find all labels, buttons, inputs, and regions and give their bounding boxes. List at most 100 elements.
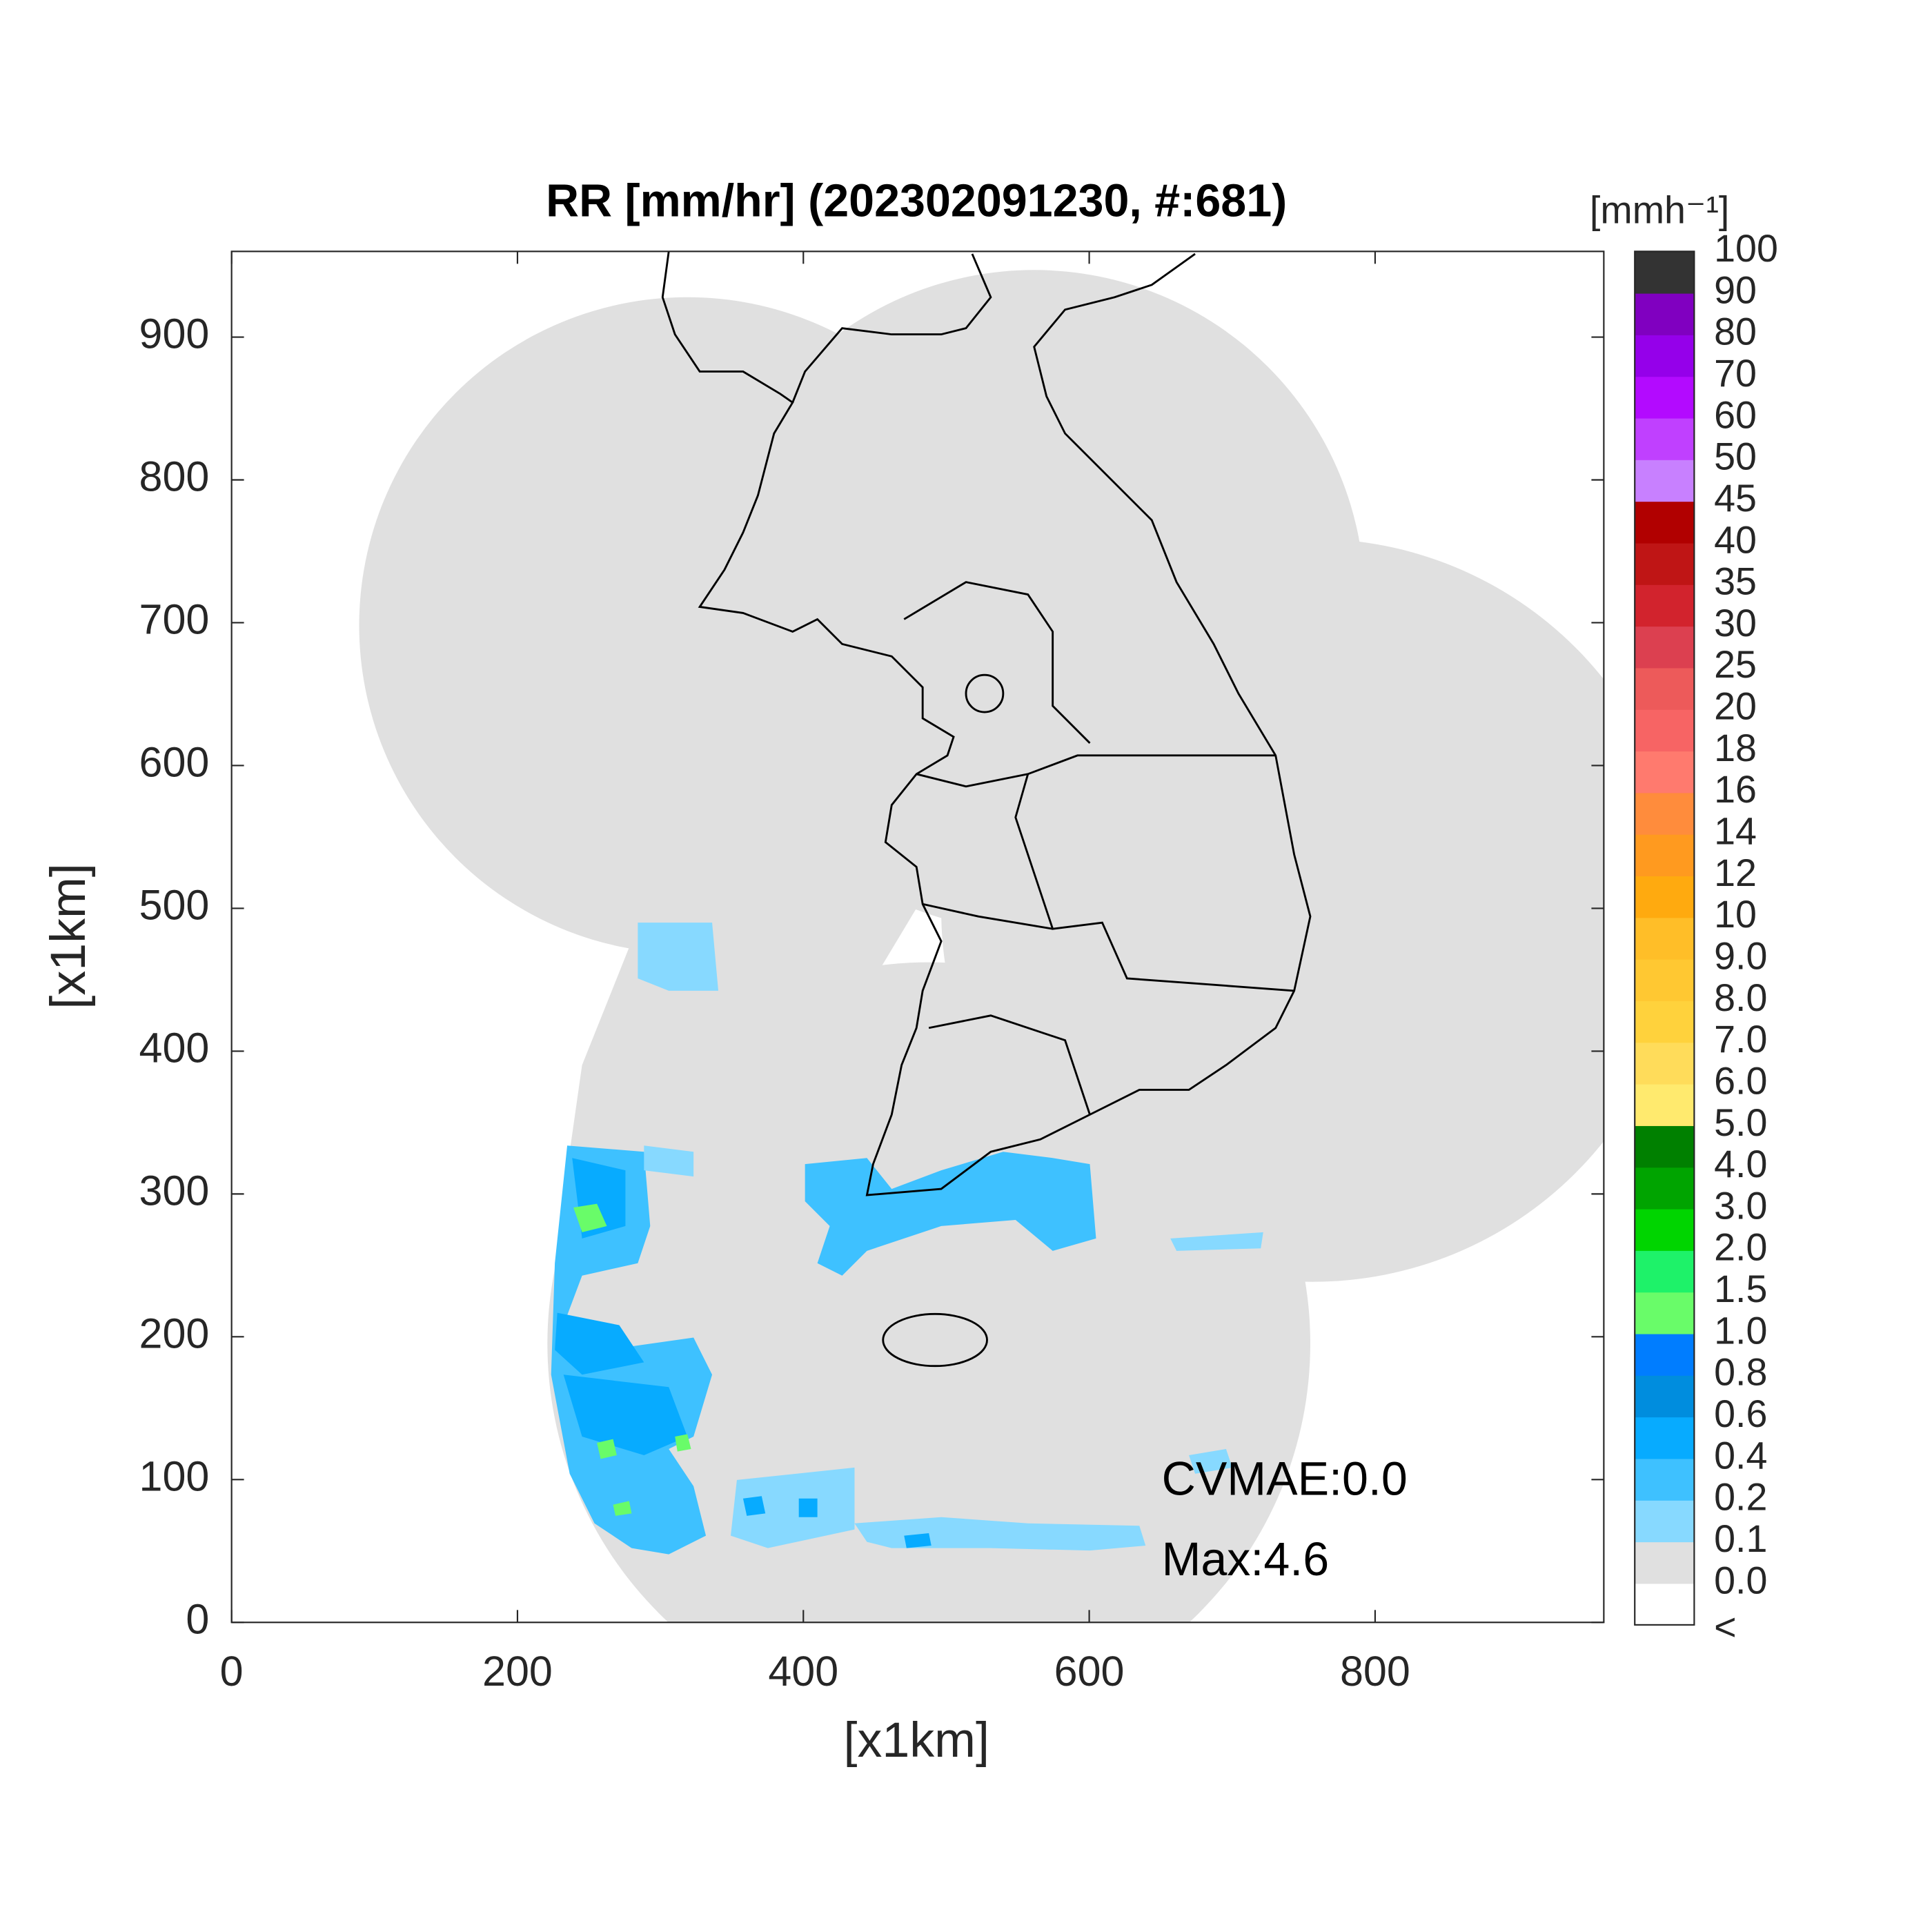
precip-area bbox=[742, 1496, 931, 1548]
colorbar-label: 60 bbox=[1714, 393, 1757, 436]
precip-area bbox=[730, 1232, 1263, 1551]
colorbar-label: 100 bbox=[1714, 227, 1778, 270]
colorbar-label: 14 bbox=[1714, 810, 1757, 853]
plot-frame bbox=[230, 250, 1605, 1624]
colorbar-label: 18 bbox=[1714, 727, 1757, 769]
colorbar-label: 90 bbox=[1714, 268, 1757, 311]
x-tick-label: 0 bbox=[220, 1648, 244, 1695]
y-tick-label: 400 bbox=[139, 1025, 210, 1072]
coastline bbox=[661, 251, 1312, 1368]
colorbar-segment bbox=[1635, 876, 1695, 918]
y-tick-label: 100 bbox=[139, 1452, 210, 1499]
y-tick-label: 0 bbox=[186, 1595, 209, 1642]
chart-title: RR [mm/hr] (202302091230, #:681) bbox=[546, 176, 1287, 227]
colorbar-segment bbox=[1635, 1333, 1695, 1376]
colorbar-segment bbox=[1635, 1125, 1695, 1168]
precip-area bbox=[805, 1152, 1096, 1276]
colorbar-label: 40 bbox=[1714, 518, 1757, 561]
colorbar-label: 1.5 bbox=[1714, 1268, 1767, 1310]
colorbar-title: [mmh⁻¹] bbox=[1590, 188, 1729, 231]
y-tick-label: 800 bbox=[139, 453, 210, 500]
colorbar-label: 70 bbox=[1714, 352, 1757, 395]
radar-fill bbox=[990, 693, 1313, 1276]
colorbar-segment bbox=[1635, 459, 1695, 502]
colorbar-label: 0.6 bbox=[1714, 1392, 1767, 1435]
border-line bbox=[791, 253, 992, 403]
y-tick-label: 700 bbox=[139, 596, 210, 643]
colorbar-segment bbox=[1635, 1374, 1695, 1418]
x-axis-label: [x1km] bbox=[844, 1713, 989, 1768]
border-line bbox=[903, 581, 1294, 1115]
colorbar-label: 0.2 bbox=[1714, 1476, 1767, 1519]
colorbar-label: 45 bbox=[1714, 477, 1757, 520]
map-area bbox=[359, 251, 1604, 1623]
x-tick-label: 800 bbox=[1340, 1648, 1410, 1695]
precipitation bbox=[551, 923, 1263, 1555]
colorbar-segment bbox=[1635, 1417, 1695, 1459]
colorbar-segment bbox=[1635, 626, 1695, 669]
colorbar-label: 25 bbox=[1714, 643, 1757, 686]
colorbar-segment bbox=[1635, 834, 1695, 877]
y-tick-label: 200 bbox=[139, 1310, 210, 1357]
coast-outline bbox=[661, 251, 1312, 1196]
y-axis-label: [x1km] bbox=[41, 863, 96, 1009]
colorbar-segment bbox=[1635, 1042, 1695, 1085]
colorbar-segment bbox=[1635, 917, 1695, 960]
colorbar-label: 0.1 bbox=[1714, 1517, 1767, 1560]
colorbar-segment bbox=[1635, 376, 1695, 419]
colorbar-segment bbox=[1635, 1208, 1695, 1251]
colorbar-label: 3.0 bbox=[1714, 1184, 1767, 1227]
annotation: CVMAE:0.0 bbox=[1162, 1452, 1408, 1505]
x-tick-label: 200 bbox=[482, 1648, 553, 1695]
colorbar-label: 1.0 bbox=[1714, 1309, 1767, 1352]
colorbar-segment bbox=[1635, 1458, 1695, 1501]
colorbar-label: 80 bbox=[1714, 310, 1757, 353]
colorbar-segment bbox=[1635, 958, 1695, 1001]
colorbar-label: 0.0 bbox=[1714, 1559, 1767, 1601]
colorbar-segment bbox=[1635, 293, 1695, 335]
y-tick-label: 500 bbox=[139, 882, 210, 929]
colorbar-label: 9.0 bbox=[1714, 934, 1767, 977]
colorbar-segment bbox=[1635, 584, 1695, 627]
colorbar-label: 8.0 bbox=[1714, 976, 1767, 1019]
colorbar-frame bbox=[1634, 250, 1695, 1626]
y-tick-label: 300 bbox=[139, 1167, 210, 1214]
colorbar-segment bbox=[1635, 542, 1695, 585]
x-tick-label: 600 bbox=[1054, 1648, 1125, 1695]
colorbar-label: 6.0 bbox=[1714, 1059, 1767, 1102]
y-tick-label: 900 bbox=[139, 310, 210, 357]
precip-area bbox=[638, 923, 719, 1177]
colorbar-segment bbox=[1635, 334, 1695, 377]
colorbar-label: 30 bbox=[1714, 602, 1757, 644]
colorbar-label: 0.4 bbox=[1714, 1434, 1767, 1477]
colorbar-segment bbox=[1635, 251, 1695, 294]
colorbar-segment bbox=[1635, 1499, 1695, 1543]
colorbar-label: < bbox=[1714, 1606, 1736, 1648]
colorbar-label: 2.0 bbox=[1714, 1226, 1767, 1269]
colorbar-label: 4.0 bbox=[1714, 1143, 1767, 1185]
y-tick-label: 600 bbox=[139, 739, 210, 786]
x-tick-label: 400 bbox=[768, 1648, 838, 1695]
colorbar-segment bbox=[1635, 1250, 1695, 1293]
colorbar-label: 50 bbox=[1714, 435, 1757, 478]
colorbar-label: 16 bbox=[1714, 768, 1757, 811]
colorbar-segment bbox=[1635, 417, 1695, 460]
colorbar-segment bbox=[1635, 792, 1695, 835]
colorbar-label: 35 bbox=[1714, 560, 1757, 603]
precip-area bbox=[555, 1158, 688, 1455]
colorbar-segment bbox=[1635, 1583, 1695, 1626]
colorbar-label: 12 bbox=[1714, 851, 1757, 894]
colorbar-segment bbox=[1635, 1292, 1695, 1334]
colorbar-label: 0.8 bbox=[1714, 1351, 1767, 1394]
border-line bbox=[965, 673, 1005, 713]
colorbar-segment bbox=[1635, 501, 1695, 544]
colorbar-segment bbox=[1635, 709, 1695, 752]
annotation: Max:4.6 bbox=[1162, 1533, 1330, 1586]
colorbar-label: 10 bbox=[1714, 893, 1757, 936]
colorbar-label: 5.0 bbox=[1714, 1101, 1767, 1144]
colorbar-label: 20 bbox=[1714, 685, 1757, 728]
colorbar-segment bbox=[1635, 1000, 1695, 1043]
jeju-island bbox=[882, 1312, 988, 1368]
